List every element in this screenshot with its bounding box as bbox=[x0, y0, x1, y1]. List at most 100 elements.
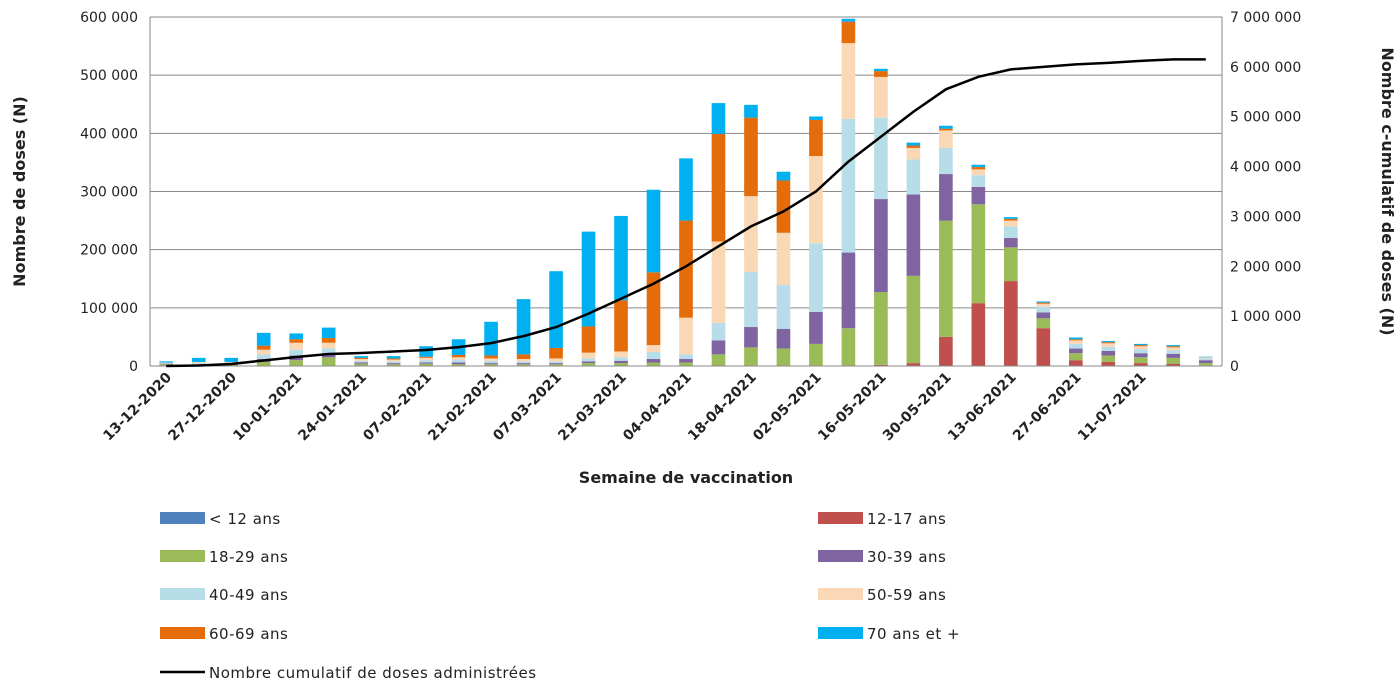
x-tick-label: 07-03-2021 bbox=[490, 370, 565, 445]
legend-label: 30-39 ans bbox=[867, 548, 946, 566]
x-tick-labels: 13-12-202027-12-202010-01-202124-01-2021… bbox=[100, 369, 1149, 444]
x-tick-label: 16-05-2021 bbox=[815, 370, 890, 445]
bar-segment bbox=[484, 364, 498, 366]
bar-segment bbox=[679, 158, 693, 221]
bar-segment bbox=[386, 359, 401, 362]
bar-segment bbox=[419, 346, 433, 357]
bar-segment bbox=[1133, 357, 1148, 364]
x-tick-label: 10-01-2021 bbox=[230, 370, 305, 445]
legend-label: 12-17 ans bbox=[867, 510, 946, 528]
bar-segment bbox=[1004, 281, 1018, 366]
bar-segment bbox=[419, 363, 433, 366]
x-tick-label: 21-03-2021 bbox=[555, 370, 630, 445]
bar-segment bbox=[906, 194, 921, 276]
bar-segment bbox=[191, 363, 206, 365]
legend-label: 18-29 ans bbox=[209, 548, 288, 566]
bar-segment bbox=[354, 363, 368, 366]
bar-segment bbox=[516, 359, 531, 362]
bar-segment bbox=[1198, 360, 1213, 364]
bar-segment bbox=[874, 117, 888, 200]
bar-segment bbox=[841, 21, 856, 44]
bar-segment bbox=[1101, 355, 1116, 362]
bar-segment bbox=[1166, 350, 1181, 354]
bar-segment bbox=[809, 156, 823, 244]
y2-tick-label: 4 000 000 bbox=[1230, 160, 1301, 176]
x-tick-label: 02-05-2021 bbox=[750, 370, 825, 445]
y-tick-label: 500 000 bbox=[80, 68, 138, 84]
x-tick-label: 04-04-2021 bbox=[620, 370, 695, 445]
bar-segment bbox=[419, 360, 433, 363]
bar-segment bbox=[841, 252, 856, 329]
bar-segment bbox=[1166, 357, 1181, 364]
bar-segment bbox=[1036, 306, 1051, 313]
bar-segment bbox=[646, 345, 661, 353]
y-tick-label: 400 000 bbox=[80, 126, 138, 142]
bar-segment bbox=[841, 328, 856, 366]
bar-segment bbox=[744, 104, 758, 118]
y2-tick-label: 2 000 000 bbox=[1230, 259, 1301, 275]
bar-segment bbox=[354, 359, 368, 361]
bar-segment bbox=[159, 363, 174, 365]
bar-segment bbox=[1133, 363, 1148, 366]
bar-segment bbox=[744, 347, 758, 366]
bar-segment bbox=[256, 332, 271, 346]
x-tick-label: 27-06-2021 bbox=[1010, 370, 1085, 445]
bar-segment bbox=[451, 354, 466, 358]
bar-segment bbox=[484, 363, 498, 365]
bar-segment bbox=[776, 171, 791, 181]
bar-segment bbox=[1069, 343, 1083, 349]
y-tick-label: 200 000 bbox=[80, 243, 138, 259]
bar-segment bbox=[614, 351, 628, 358]
bar-segment bbox=[809, 116, 823, 120]
y2-tick-label: 3 000 000 bbox=[1230, 209, 1301, 225]
bar-segment bbox=[321, 342, 336, 349]
bar-segment bbox=[484, 321, 498, 356]
bar-segment bbox=[256, 345, 271, 350]
cumulative-line bbox=[166, 58, 1206, 368]
bar-segment bbox=[874, 364, 888, 366]
bar-segment bbox=[1069, 360, 1083, 366]
bar-segment bbox=[776, 328, 791, 349]
bar-segment bbox=[971, 167, 986, 170]
bar-segment bbox=[1166, 345, 1181, 347]
bar-segment bbox=[1069, 348, 1083, 354]
bar-segment bbox=[971, 175, 986, 187]
bar-segment bbox=[744, 271, 758, 328]
bar-segment bbox=[776, 285, 791, 329]
x-tick-label: 30-05-2021 bbox=[880, 370, 955, 445]
bar-segment bbox=[1004, 218, 1018, 221]
bar-segment bbox=[679, 354, 693, 360]
bar-segment bbox=[1036, 301, 1051, 303]
bar-segment bbox=[549, 271, 563, 348]
bar-segment bbox=[776, 232, 791, 286]
bar-segment bbox=[1069, 337, 1083, 340]
legend-label: 60-69 ans bbox=[209, 625, 288, 643]
bar-segment bbox=[744, 117, 758, 197]
bar-segment bbox=[841, 43, 856, 119]
legend-swatch bbox=[160, 588, 205, 600]
bar-segment bbox=[809, 311, 823, 344]
bar-segment bbox=[971, 186, 986, 205]
bar-segment bbox=[646, 359, 661, 363]
bar-segment bbox=[809, 343, 823, 366]
bar-segment bbox=[1004, 220, 1018, 227]
bar-segment bbox=[549, 347, 563, 359]
bar-segment bbox=[256, 349, 271, 355]
bar-segment bbox=[874, 292, 888, 365]
y2-axis-title: Nombre c-umulatif de doses (N) bbox=[1378, 47, 1394, 335]
bar-segment bbox=[841, 18, 856, 22]
bar-segment bbox=[1069, 353, 1083, 361]
bar-segment bbox=[484, 355, 498, 359]
bar-segment bbox=[906, 145, 921, 148]
y2-tick-label: 0 bbox=[1230, 359, 1239, 375]
legend-swatch bbox=[160, 627, 205, 639]
bar-segment bbox=[906, 275, 921, 364]
y-tick-labels: 0 100 000 200 000 300 000 400 000 500 000 600 … bbox=[80, 10, 138, 375]
bar-segment bbox=[549, 363, 563, 365]
bar-segment bbox=[516, 364, 531, 366]
bar-segment bbox=[711, 322, 726, 341]
x-tick-label: 13-06-2021 bbox=[945, 370, 1020, 445]
bar-segment bbox=[159, 361, 174, 363]
y-tick-label: 300 000 bbox=[80, 185, 138, 201]
